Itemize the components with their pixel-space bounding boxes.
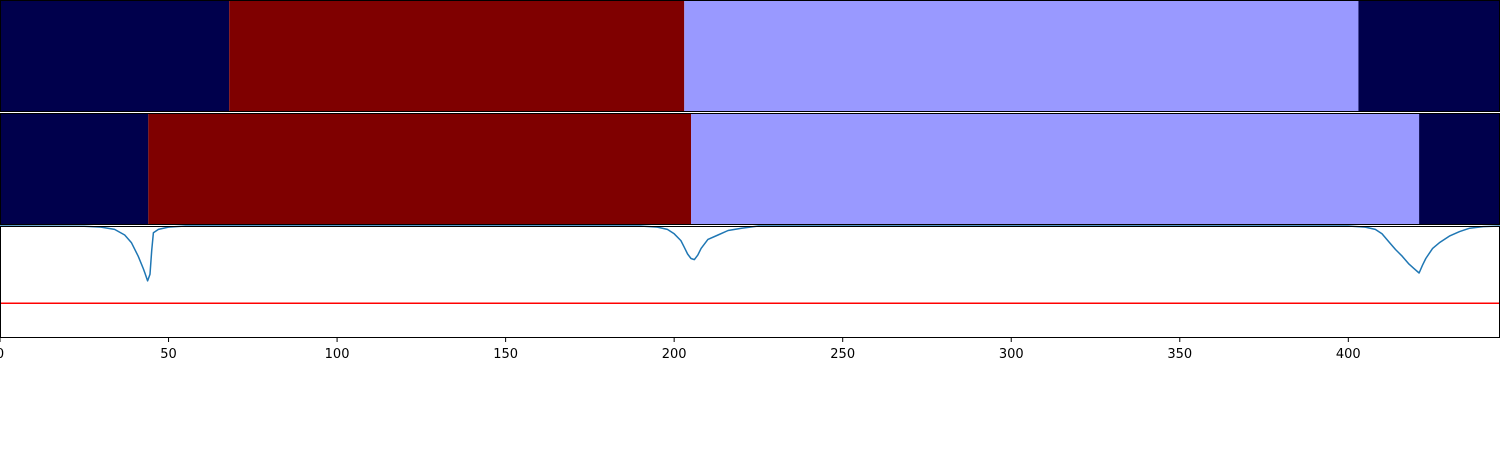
heatmap-segment-2 (229, 0, 685, 112)
heatmap-segment-1 (0, 113, 149, 225)
heatmap-segment-2 (148, 113, 692, 225)
x-tick-label: 0 (0, 347, 4, 362)
line-panel-bottom (0, 225, 1500, 338)
line-panel-background (0, 226, 1500, 338)
x-tick-label: 150 (493, 347, 518, 362)
x-tick-label: 350 (1167, 347, 1192, 362)
heatmap-segment-1 (0, 0, 230, 112)
x-tick-label: 300 (999, 347, 1024, 362)
x-tick-label: 50 (160, 347, 177, 362)
x-tick-label: 400 (1336, 347, 1361, 362)
heatmap-segment-4 (1358, 0, 1500, 112)
x-tick-label: 100 (325, 347, 350, 362)
heatmap-panel-top (0, 0, 1500, 112)
heatmap-segment-4 (1419, 113, 1500, 225)
heatmap-segment-3 (684, 0, 1359, 112)
heatmap-segment-3 (691, 113, 1420, 225)
x-tick-label: 250 (830, 347, 855, 362)
x-tick-label: 200 (662, 347, 687, 362)
signal-line (0, 225, 1500, 282)
x-axis: 0 50 100 150 200 250 300 350 400 (0, 338, 1361, 362)
line-series-group (0, 225, 1500, 305)
heatmap-panel-middle (0, 113, 1500, 225)
